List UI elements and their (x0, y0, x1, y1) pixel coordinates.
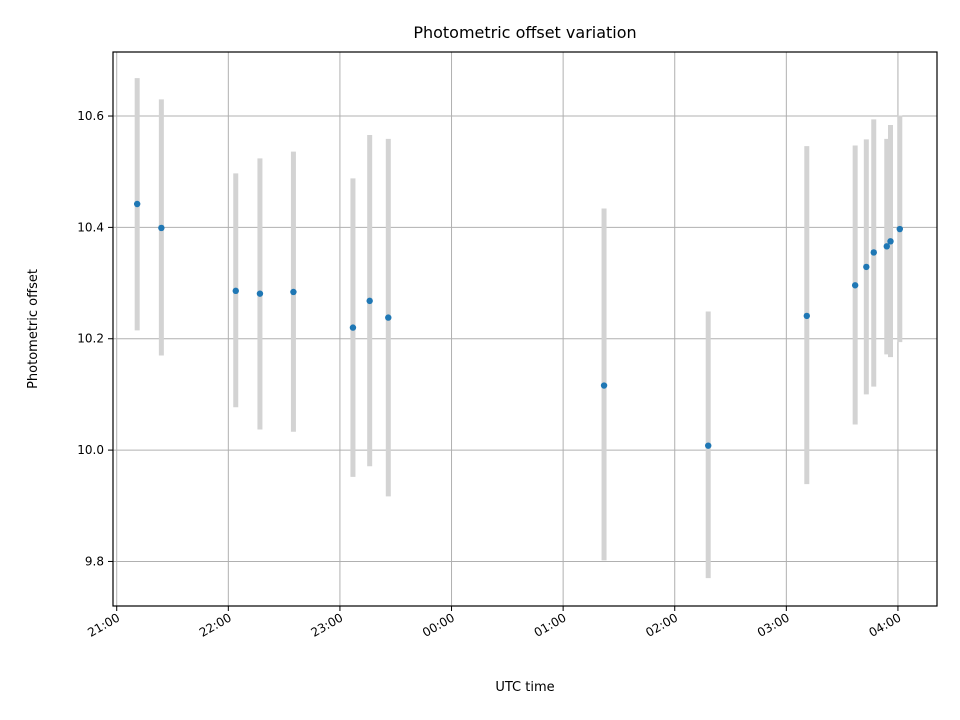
data-point (256, 290, 264, 297)
y-tick-label: 10.6 (77, 109, 104, 123)
data-point (366, 297, 373, 305)
y-axis-label: Photometric offset (26, 269, 41, 389)
data-point (232, 287, 239, 295)
data-point (851, 282, 859, 289)
y-tick-label: 10.0 (77, 443, 104, 457)
y-tick-label: 9.8 (85, 554, 104, 568)
y-tick-label: 10.4 (77, 220, 104, 234)
data-point (883, 243, 890, 250)
y-tick-label: 10.2 (77, 332, 104, 346)
data-point (133, 200, 141, 208)
data-point (158, 224, 165, 232)
plot-area-frame (112, 51, 938, 607)
data-point (896, 225, 903, 233)
data-point (600, 382, 608, 389)
data-point (349, 324, 357, 331)
data-point (803, 312, 810, 320)
grid-layer (113, 52, 937, 606)
data-point (863, 263, 870, 271)
data-point (385, 314, 392, 321)
data-point (705, 442, 712, 449)
x-axis-label: UTC time (495, 680, 554, 695)
point-layer (133, 200, 903, 449)
data-point (290, 288, 297, 296)
chart-title: Photometric offset variation (413, 23, 636, 42)
data-point (870, 249, 877, 256)
data-point (887, 238, 894, 245)
